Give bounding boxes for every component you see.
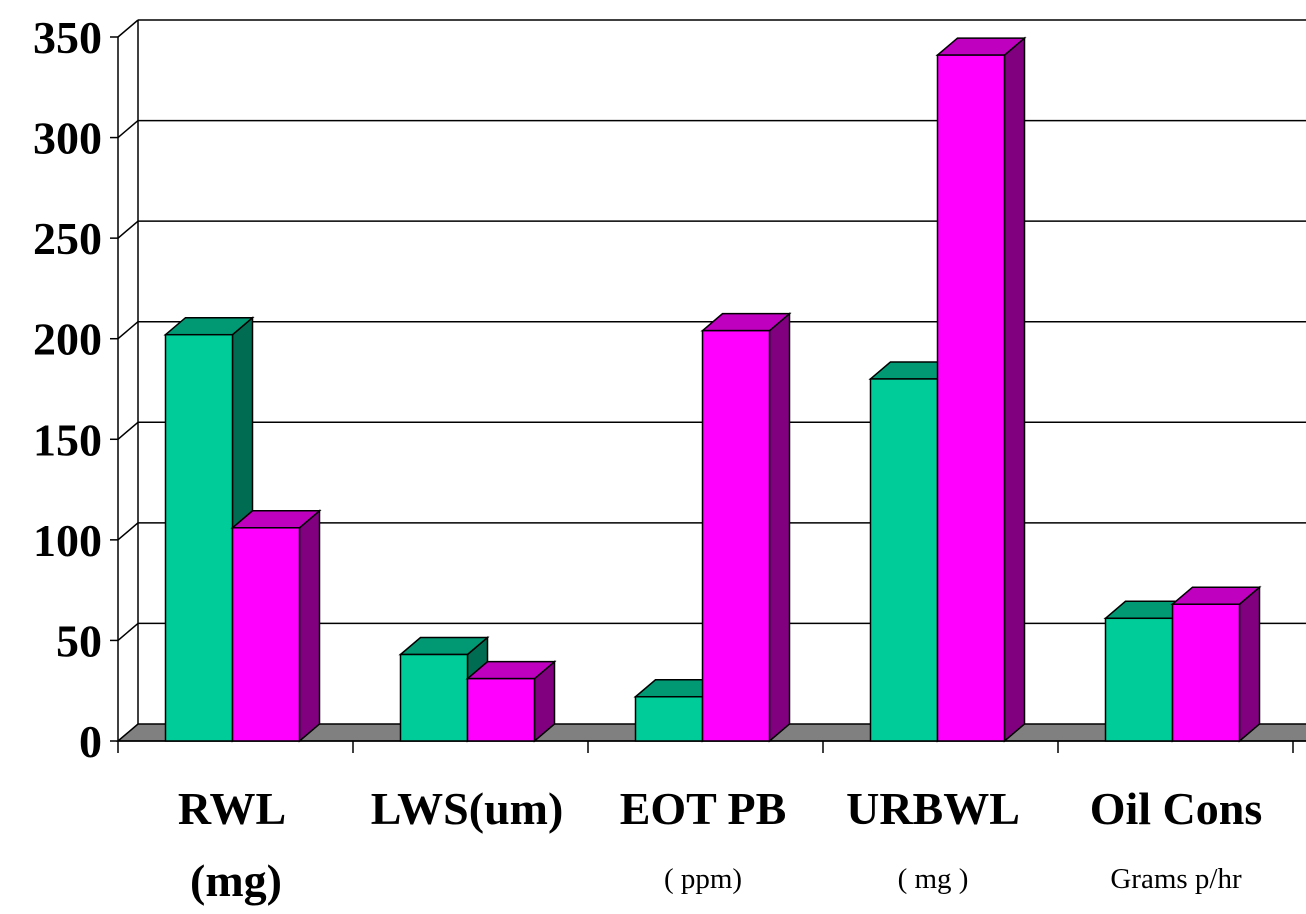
bar-side bbox=[768, 312, 791, 743]
x-category-label: Oil Cons bbox=[1090, 783, 1263, 834]
bar-side bbox=[298, 509, 321, 743]
x-category-label: URBWL bbox=[846, 783, 1020, 834]
y-tick-label: 150 bbox=[33, 414, 102, 465]
bar-layer bbox=[163, 36, 1262, 743]
y-tick-label: 0 bbox=[79, 716, 102, 767]
x-category-unit: ( mg ) bbox=[898, 863, 969, 895]
gridline-depth bbox=[117, 19, 139, 38]
bar-rwl-series-2 bbox=[230, 509, 322, 743]
bar-side bbox=[1238, 585, 1261, 743]
gridline-depth bbox=[117, 220, 139, 239]
x-category-label: LWS(um) bbox=[371, 783, 564, 834]
gridline-depth bbox=[117, 622, 139, 642]
bar-front bbox=[164, 333, 234, 742]
x-category-labels: RWL (mg) LWS(um) EOT PB ( ppm) URBWL ( mg ) Oil… bbox=[178, 783, 1262, 906]
bar-oil-cons-series-2 bbox=[1170, 585, 1262, 743]
bar-front bbox=[701, 329, 771, 742]
bar-lws-um--series-2 bbox=[465, 660, 557, 743]
bar-side bbox=[1003, 36, 1026, 743]
x-category-unit: (mg) bbox=[190, 855, 282, 906]
bar-front bbox=[466, 677, 536, 742]
bar-front bbox=[936, 54, 1006, 742]
bar-front bbox=[634, 695, 704, 742]
x-category-unit: ( ppm) bbox=[664, 863, 742, 895]
gridline-depth bbox=[117, 321, 139, 340]
y-tick-label: 200 bbox=[33, 314, 102, 365]
y-tick-labels: 0 50 100 150 200 250 300 350 bbox=[33, 12, 102, 767]
bar-urbwl-series-2 bbox=[935, 36, 1027, 743]
gridline-depth bbox=[117, 421, 139, 440]
bar-eot-pb-series-2 bbox=[700, 312, 792, 743]
x-category-label: EOT PB bbox=[620, 783, 787, 834]
bar-front bbox=[1171, 603, 1241, 742]
y-tick-label: 350 bbox=[33, 12, 102, 63]
y-tick-label: 250 bbox=[33, 213, 102, 264]
x-category-label: RWL bbox=[178, 783, 286, 834]
bar-front bbox=[1104, 617, 1174, 742]
bar-front bbox=[869, 378, 939, 742]
y-tick-label: 300 bbox=[33, 113, 102, 164]
gridline-depth bbox=[117, 522, 139, 541]
gridline-depth bbox=[117, 119, 139, 139]
y-tick-label: 100 bbox=[33, 515, 102, 566]
x-category-unit: Grams p/hr bbox=[1110, 863, 1242, 895]
bar-front bbox=[231, 527, 301, 742]
bar-front bbox=[399, 653, 469, 742]
y-tick-label: 50 bbox=[56, 615, 102, 666]
